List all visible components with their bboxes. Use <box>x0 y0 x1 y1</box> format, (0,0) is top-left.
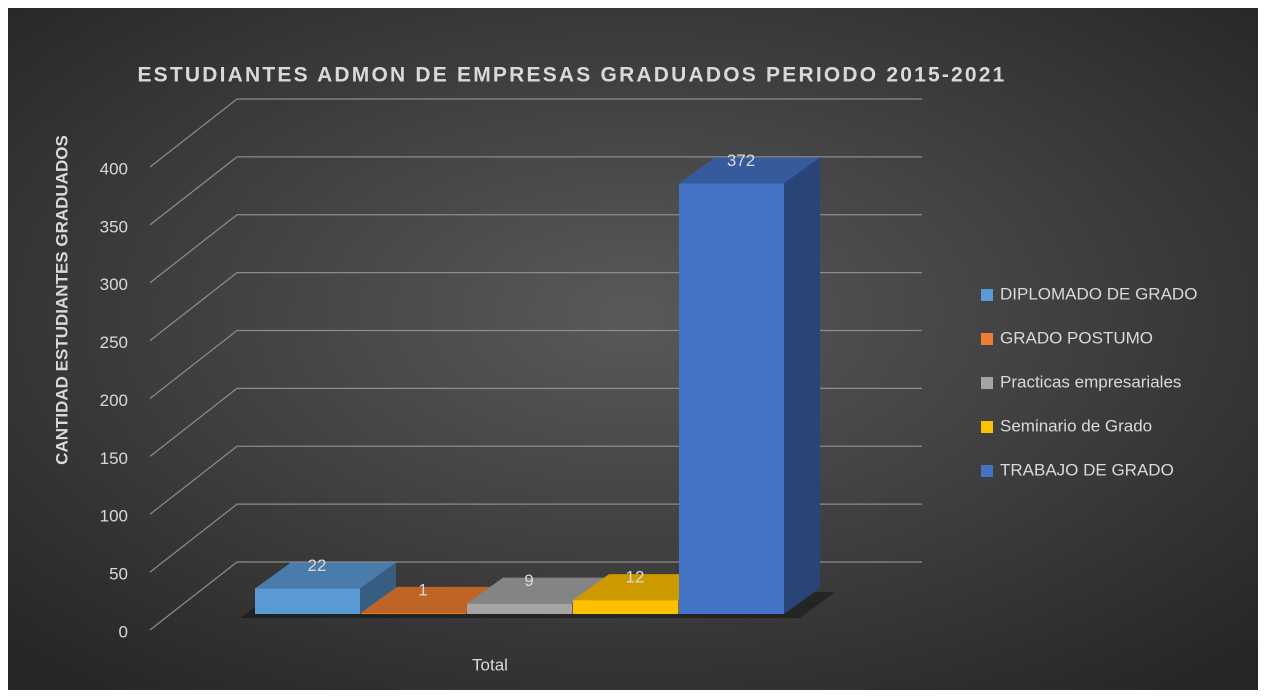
legend-label: Seminario de Grado <box>1000 416 1152 435</box>
grid-line <box>149 156 922 226</box>
y-tick-label: 250 <box>100 333 128 352</box>
legend-swatch <box>981 421 993 433</box>
bar-top <box>361 586 502 613</box>
data-label: 22 <box>308 556 327 575</box>
bar-top <box>255 562 396 589</box>
x-tick-label: Total <box>472 655 508 674</box>
y-tick-label: 200 <box>100 391 128 410</box>
bar-front <box>679 183 784 614</box>
bar-top <box>573 574 714 601</box>
legend-swatch <box>981 377 993 389</box>
bar-front <box>255 588 360 614</box>
bar-front <box>467 603 572 614</box>
legend-swatch <box>981 289 993 301</box>
y-axis-label: CANTIDAD ESTUDIANTES GRADUADOS <box>52 135 71 465</box>
legend-label: GRADO POSTUMO <box>1000 328 1153 347</box>
bar-front <box>573 600 678 614</box>
legend-label: TRABAJO DE GRADO <box>1000 460 1174 479</box>
y-tick-label: 0 <box>119 622 128 641</box>
bar-top <box>467 577 608 604</box>
legend-swatch <box>981 333 993 345</box>
data-label: 12 <box>626 568 645 587</box>
y-tick-label: 100 <box>100 507 128 526</box>
data-label: 1 <box>418 580 427 599</box>
y-tick-label: 400 <box>100 159 128 178</box>
data-label: 372 <box>727 151 755 170</box>
y-tick-label: 300 <box>100 275 128 294</box>
bar-side <box>360 562 396 614</box>
bar-top <box>679 157 820 184</box>
y-tick-label: 350 <box>100 217 128 236</box>
legend-label: Practicas empresariales <box>1000 372 1181 391</box>
data-label: 9 <box>524 571 533 590</box>
grid-line <box>149 98 922 168</box>
bar-front <box>361 612 466 614</box>
legend-swatch <box>981 465 993 477</box>
chart-title: ESTUDIANTES ADMON DE EMPRESAS GRADUADOS … <box>137 64 1006 87</box>
bar-side <box>784 157 820 614</box>
y-tick-label: 150 <box>100 449 128 468</box>
y-tick-label: 50 <box>109 565 128 584</box>
legend-label: DIPLOMADO DE GRADO <box>1000 284 1197 303</box>
